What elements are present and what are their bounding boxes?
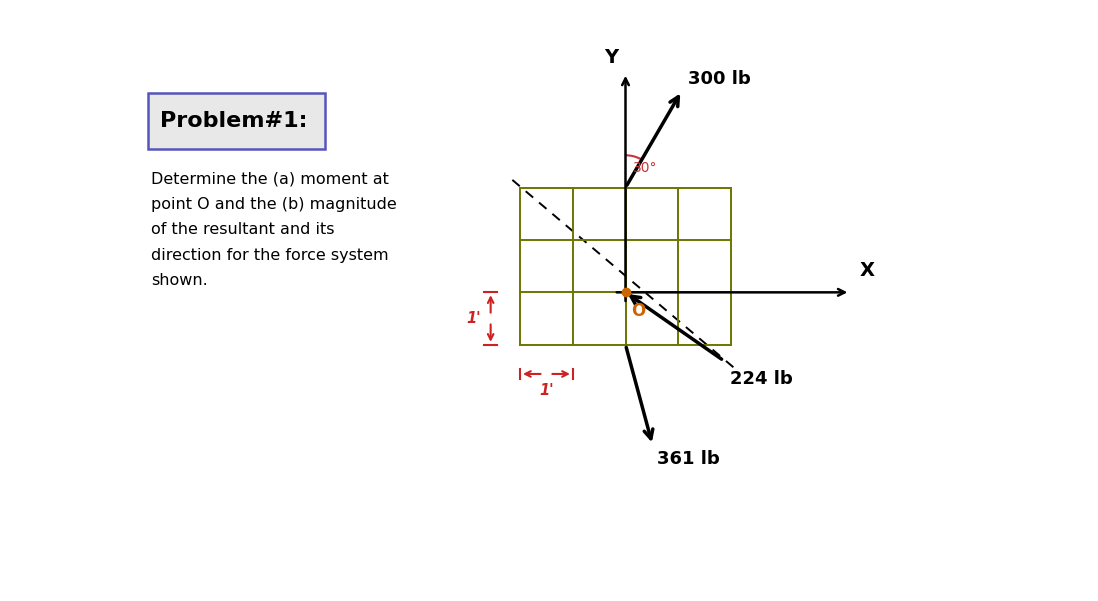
Text: Determine the (a) moment at: Determine the (a) moment at [152, 171, 389, 186]
Text: Y: Y [605, 47, 618, 67]
Text: O: O [631, 302, 646, 320]
Text: point O and the (b) magnitude: point O and the (b) magnitude [152, 197, 397, 212]
FancyBboxPatch shape [148, 93, 325, 149]
Text: direction for the force system: direction for the force system [152, 248, 389, 263]
Text: 300 lb: 300 lb [687, 70, 751, 88]
Text: 224 lb: 224 lb [730, 370, 793, 388]
Text: 1': 1' [539, 383, 553, 398]
Text: of the resultant and its: of the resultant and its [152, 222, 335, 237]
Text: shown.: shown. [152, 273, 208, 288]
Text: X: X [860, 261, 874, 280]
Text: Problem#1:: Problem#1: [160, 111, 309, 131]
Text: 30°: 30° [634, 161, 658, 175]
Text: 1': 1' [467, 311, 481, 326]
Text: 361 lb: 361 lb [658, 450, 720, 468]
